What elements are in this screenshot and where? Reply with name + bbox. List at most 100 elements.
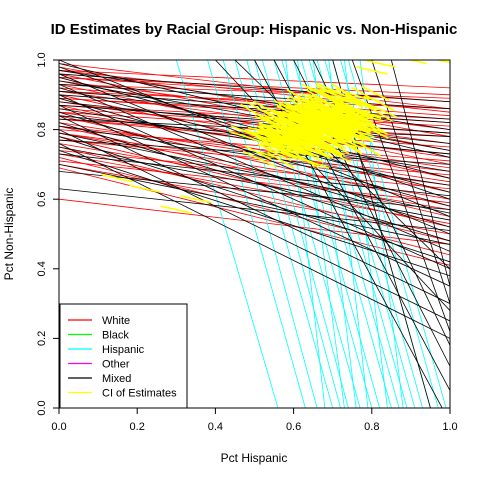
ci-segment-226: [244, 145, 273, 161]
line-white-30: [59, 167, 450, 266]
y-axis-title: Pct Non-Hispanic: [2, 188, 16, 281]
ci-segment-256: [324, 110, 351, 125]
legend-label-2: Hispanic: [102, 344, 145, 356]
x-tick-label-4: 0.8: [364, 421, 379, 433]
ci-tail-5: [407, 60, 427, 65]
legend-label-5: CI of Estimates: [102, 388, 177, 400]
ci-segment-238: [289, 133, 307, 139]
ci-segment-245: [286, 97, 332, 123]
ci-segment-253: [335, 110, 388, 135]
plot-frame: [58, 59, 451, 409]
line-white-13: [59, 108, 450, 134]
legend-label-3: Other: [102, 359, 130, 371]
line-white-18: [59, 125, 450, 217]
line-mixed-30: [59, 188, 450, 231]
y-tick-label-3: 0.6: [36, 192, 48, 207]
ci-tail-3: [180, 194, 212, 204]
ci-segment-173: [351, 86, 396, 112]
x-tick-label-5: 1.0: [442, 421, 457, 433]
ci-segment-225: [280, 123, 319, 145]
line-white-8: [59, 90, 450, 144]
series-ci-of-estimates: [101, 60, 450, 214]
ci-segment-34: [331, 83, 393, 122]
y-tick-label-0: 0.0: [36, 400, 48, 415]
ci-segment-18: [361, 85, 390, 101]
line-mixed-25: [59, 146, 450, 221]
ci-tail-4: [363, 60, 396, 68]
ci-segment-248: [276, 113, 303, 121]
ci-tail-1: [129, 184, 161, 194]
line-mixed-4: [59, 73, 450, 235]
ci-segment-230: [289, 95, 352, 132]
ci-segment-151: [353, 99, 374, 111]
series-mixed: [59, 60, 450, 408]
ci-segment-223: [272, 143, 289, 152]
legend: White Black Hispanic Other Mixed CI of Estima…: [59, 303, 188, 409]
line-mixed-24: [59, 143, 450, 339]
ci-segment-243: [294, 104, 336, 130]
line-white-39: [59, 118, 450, 155]
y-tick-label-5: 1.0: [36, 52, 48, 67]
line-hispanic-1: [207, 60, 306, 408]
ci-segment-161: [257, 143, 292, 158]
line-mixed-23: [59, 139, 450, 165]
ci-segment-227: [294, 123, 325, 142]
ci-segment-259: [327, 103, 382, 118]
ci-segment-202: [270, 108, 324, 125]
y-tick-label-4: 0.8: [36, 122, 48, 137]
ci-segment-192: [325, 88, 356, 100]
ci-segment-250: [306, 121, 346, 143]
ci-segment-186: [258, 137, 298, 161]
ci-segment-163: [286, 114, 350, 155]
line-mixed-33: [59, 94, 450, 124]
ci-segment-167: [258, 130, 280, 144]
line-mixed-20: [59, 129, 450, 322]
line-white-31: [59, 198, 450, 245]
line-mixed-19: [59, 125, 450, 186]
line-white-19: [59, 129, 450, 162]
line-mixed-26: [59, 150, 450, 277]
line-mixed-27: [59, 153, 450, 197]
ci-segment-141: [252, 132, 307, 156]
line-white-40: [59, 125, 450, 172]
ci-segment-235: [269, 124, 318, 153]
x-tick-label-3: 0.6: [286, 421, 301, 433]
x-axis: 0.0 0.2 0.4 0.6 0.8 1.0: [51, 408, 458, 433]
ci-segment-229: [291, 116, 347, 150]
chart-title: ID Estimates by Racial Group: Hispanic v…: [51, 21, 458, 38]
x-axis-title: Pct Hispanic: [221, 451, 288, 465]
line-mixed-1: [59, 63, 450, 158]
x-tick-label-0: 0.0: [51, 421, 66, 433]
ci-segment-52: [265, 148, 292, 162]
line-mixed-29: [59, 170, 450, 211]
legend-box: [59, 303, 188, 409]
line-hispanic-3: [234, 60, 334, 408]
line-hispanic-0: [175, 60, 279, 408]
line-mixed-18: [59, 122, 450, 242]
ci-segment-254: [281, 150, 330, 169]
line-mixed-13: [59, 104, 450, 287]
x-tick-label-2: 0.4: [208, 421, 223, 433]
line-mixed-45: [234, 60, 450, 270]
ci-segment-193: [326, 94, 348, 102]
ci-segment-127: [280, 144, 319, 169]
ci-segment-255: [266, 128, 294, 137]
ci-segment-247: [257, 150, 275, 158]
ci-tail-6: [434, 60, 450, 64]
y-tick-label-2: 0.4: [36, 261, 48, 276]
legend-label-1: Black: [102, 330, 129, 342]
ci-segment-241: [317, 121, 343, 135]
legend-label-4: Mixed: [102, 373, 131, 385]
ci-tail-7: [355, 66, 388, 75]
ci-segment-258: [309, 112, 355, 133]
ci-tail-2: [101, 174, 134, 183]
line-white-24: [59, 146, 450, 242]
x-tick-label-1: 0.2: [130, 421, 145, 433]
line-mixed-31: [59, 73, 450, 103]
ci-segment-203: [275, 100, 316, 120]
ci-segment-220: [307, 133, 346, 157]
ci-segment-31: [267, 151, 295, 169]
ci-tail-0: [160, 205, 193, 214]
ci-segment-246: [270, 132, 327, 156]
